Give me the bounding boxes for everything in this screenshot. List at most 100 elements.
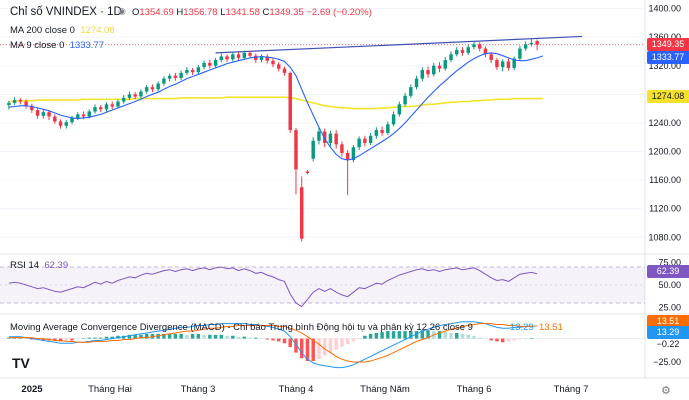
macd-histogram-bar xyxy=(202,334,206,339)
candle-body xyxy=(93,107,97,112)
candle-body xyxy=(489,54,493,61)
macd-histogram-bar xyxy=(277,338,281,342)
candle-body xyxy=(437,65,442,69)
ma200-line xyxy=(8,96,543,110)
macd-histogram-bar xyxy=(472,335,476,339)
macd-histogram-bar xyxy=(259,338,264,340)
trendline-group[interactable] xyxy=(215,35,583,54)
macd-histogram-bar xyxy=(523,338,528,340)
candle-body xyxy=(248,52,252,56)
macd-histogram-bar xyxy=(24,338,28,340)
macd-histogram-bar xyxy=(437,331,442,339)
low-label: L xyxy=(220,7,226,18)
rsi-y-tick-75: 75.00 xyxy=(658,258,681,268)
macd-histogram-bar xyxy=(449,332,453,339)
macd-histogram-bar xyxy=(64,338,69,341)
macd-histogram-bar xyxy=(345,338,350,345)
candle-body xyxy=(328,133,333,143)
macd-histogram-bar xyxy=(443,332,447,339)
macd-histogram-bar xyxy=(529,338,534,339)
candle-body xyxy=(139,91,143,97)
eye-icon[interactable]: ◉ xyxy=(118,6,126,16)
macd-histogram-bar xyxy=(317,338,321,360)
candle-body xyxy=(87,111,91,117)
macd-histogram-bar xyxy=(299,338,304,359)
macd-histogram-bar xyxy=(190,333,195,339)
macd-histogram-bar xyxy=(213,334,218,339)
macd-histogram-bar xyxy=(12,337,17,339)
candle-body xyxy=(483,48,488,55)
macd-histogram-bar xyxy=(340,338,344,347)
macd-histogram-bar xyxy=(225,335,229,339)
candle-body xyxy=(305,171,310,173)
rsi-pane xyxy=(0,266,645,308)
macd-histogram-bar xyxy=(477,337,482,339)
ma200-legend[interactable]: MA 200 close 0 1274.08 xyxy=(10,25,115,36)
macd-histogram-bar xyxy=(219,334,224,339)
macd-histogram-bar xyxy=(518,338,522,340)
price-label-ma200: 1274.08 xyxy=(647,90,689,103)
chart-title[interactable]: Chỉ số VNINDEX · 1D xyxy=(10,6,122,18)
macd-histogram-bar xyxy=(167,333,172,339)
change-value: −2.69 (−0.20%) xyxy=(306,7,372,18)
rsi-legend-value: 62.39 xyxy=(44,260,69,271)
candle-body xyxy=(133,94,137,97)
candle-body xyxy=(7,102,11,106)
ma9-line xyxy=(8,52,544,161)
tradingview-logo[interactable]: TV xyxy=(12,355,30,371)
candle-body xyxy=(299,187,304,239)
candle-body xyxy=(219,56,224,61)
x-tick-mar: Tháng 3 xyxy=(180,384,216,395)
candle-body xyxy=(334,133,338,145)
rsi-band xyxy=(0,267,645,303)
candle-body xyxy=(495,60,499,68)
macd-label: Moving Average Convergence Divergence (M… xyxy=(10,322,473,333)
settings-gear-icon[interactable]: ⚙ xyxy=(661,385,671,397)
candle-body xyxy=(99,107,103,110)
candle-body xyxy=(30,105,34,111)
candle-body xyxy=(409,87,413,96)
y-tick-1320: 1320.00 xyxy=(648,61,681,71)
candle-body xyxy=(363,138,367,143)
candle-body xyxy=(317,131,321,141)
macd-histogram-bar xyxy=(397,331,402,339)
candle-body xyxy=(455,50,459,55)
candle-body xyxy=(81,114,86,117)
candle-body xyxy=(53,116,57,122)
candle-body xyxy=(58,121,63,126)
candle-body xyxy=(466,47,470,53)
macd-histogram-bar xyxy=(489,338,493,341)
candle-body xyxy=(414,78,419,88)
resistance-trendline xyxy=(215,35,583,54)
macd-histogram-bar xyxy=(265,338,269,340)
candle-body xyxy=(512,58,516,68)
candle-body xyxy=(41,112,46,116)
rsi-legend[interactable]: RSI 14 62.39 xyxy=(10,260,68,271)
candle-body xyxy=(104,104,109,110)
candle-body xyxy=(116,101,120,107)
candle-body xyxy=(449,54,453,61)
candle-body xyxy=(167,75,172,79)
candle-body xyxy=(18,100,23,102)
candle-body xyxy=(351,147,356,161)
macd-histogram-bar xyxy=(7,337,11,339)
macd-histogram-bar xyxy=(305,338,310,362)
macd-histogram-bar xyxy=(248,337,252,339)
signal-legend-value: 13.51 xyxy=(538,322,563,333)
macd-histogram-bar xyxy=(81,338,86,340)
rsi-y-tick-50: 50.00 xyxy=(658,280,681,290)
y-tick-1240: 1240.00 xyxy=(648,118,681,128)
macd-legend[interactable]: Moving Average Convergence Divergence (M… xyxy=(10,322,563,333)
macd-histogram-bar xyxy=(110,336,114,339)
ma9-legend[interactable]: MA 9 close 0 1333.77 xyxy=(10,40,104,51)
high-value: 1356.78 xyxy=(183,7,218,18)
macd-histogram-bar xyxy=(208,334,212,339)
candle-body xyxy=(259,56,264,61)
candle-body xyxy=(277,64,281,69)
rsi-y-tick-25: 25.00 xyxy=(658,303,681,313)
candle-body xyxy=(24,101,28,106)
y-tick-1080: 1080.00 xyxy=(648,232,681,242)
macd-histogram-bar xyxy=(391,331,396,339)
candle-body xyxy=(47,112,51,117)
